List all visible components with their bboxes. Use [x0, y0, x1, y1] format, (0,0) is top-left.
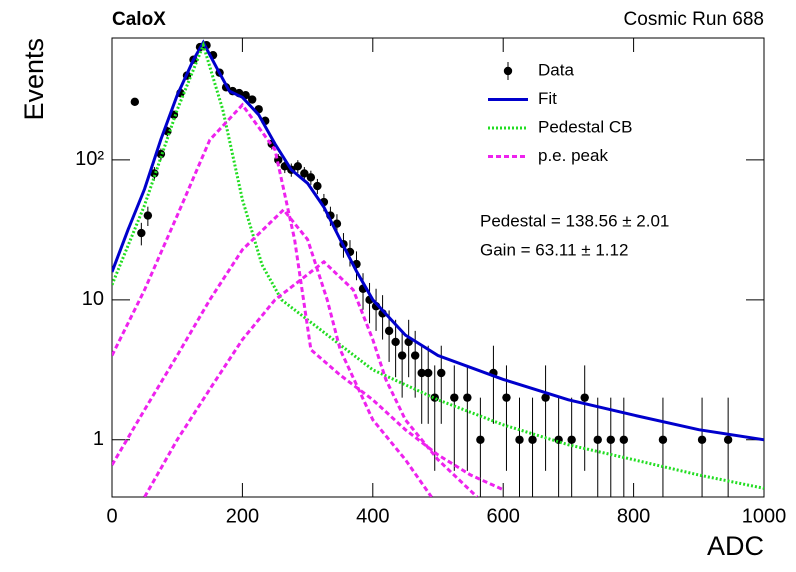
data-point — [437, 368, 446, 378]
fit-curve — [112, 102, 504, 492]
x-tick-label: 600 — [487, 505, 520, 527]
data-point — [658, 435, 668, 444]
data-point — [450, 393, 459, 402]
y-axis-label: Events — [19, 38, 49, 121]
x-tick-label: 200 — [226, 505, 259, 527]
data-point — [723, 435, 733, 444]
data-point — [567, 435, 576, 444]
data-point — [391, 337, 400, 347]
data-point — [397, 351, 407, 360]
legend-marker — [503, 66, 513, 76]
y-tick-label: 1 — [93, 428, 104, 450]
y-tick-label: 10² — [75, 148, 104, 170]
x-tick-label: 1000 — [742, 505, 787, 527]
x-tick-label: 800 — [617, 505, 650, 527]
data-point — [541, 393, 550, 402]
annotation: Pedestal = 138.56 ± 2.01 — [480, 211, 669, 230]
data-point — [156, 149, 166, 159]
x-tick-label: 400 — [356, 505, 389, 527]
fit-curve — [143, 259, 479, 497]
chart-subtitle: Cosmic Run 688 — [624, 9, 764, 30]
fit-curve — [112, 207, 433, 497]
data-point — [580, 393, 589, 402]
x-axis-label: ADC — [707, 531, 764, 561]
data-point — [137, 228, 146, 238]
data-point — [293, 162, 303, 171]
fit-curve — [112, 39, 764, 442]
legend-label: Data — [538, 60, 574, 79]
y-tick-label: 10 — [82, 288, 104, 310]
data-point — [463, 393, 472, 402]
data-point — [515, 435, 524, 444]
data-point — [410, 351, 420, 360]
data-point — [476, 435, 485, 444]
data-point — [606, 435, 615, 444]
data-point — [143, 211, 153, 220]
data-point — [306, 173, 316, 182]
chart-title: CaloX — [112, 9, 166, 30]
x-tick-label: 0 — [106, 505, 117, 527]
data-point — [528, 435, 537, 444]
legend-label: Pedestal CB — [538, 117, 633, 136]
legend-label: Fit — [538, 89, 557, 108]
data-point — [300, 169, 309, 178]
data-point — [384, 326, 394, 336]
data-point — [502, 393, 511, 402]
data-point — [424, 368, 433, 378]
data-point — [130, 97, 140, 107]
data-point — [417, 368, 426, 378]
data-point — [247, 95, 257, 104]
data-point — [619, 435, 629, 444]
annotation: Gain = 63.11 ± 1.12 — [480, 240, 628, 259]
data-point — [313, 181, 322, 191]
plot-frame — [111, 37, 765, 498]
legend-label: p.e. peak — [538, 146, 608, 165]
data-point — [593, 435, 602, 444]
plot-area — [112, 39, 764, 497]
data-point — [697, 435, 707, 444]
